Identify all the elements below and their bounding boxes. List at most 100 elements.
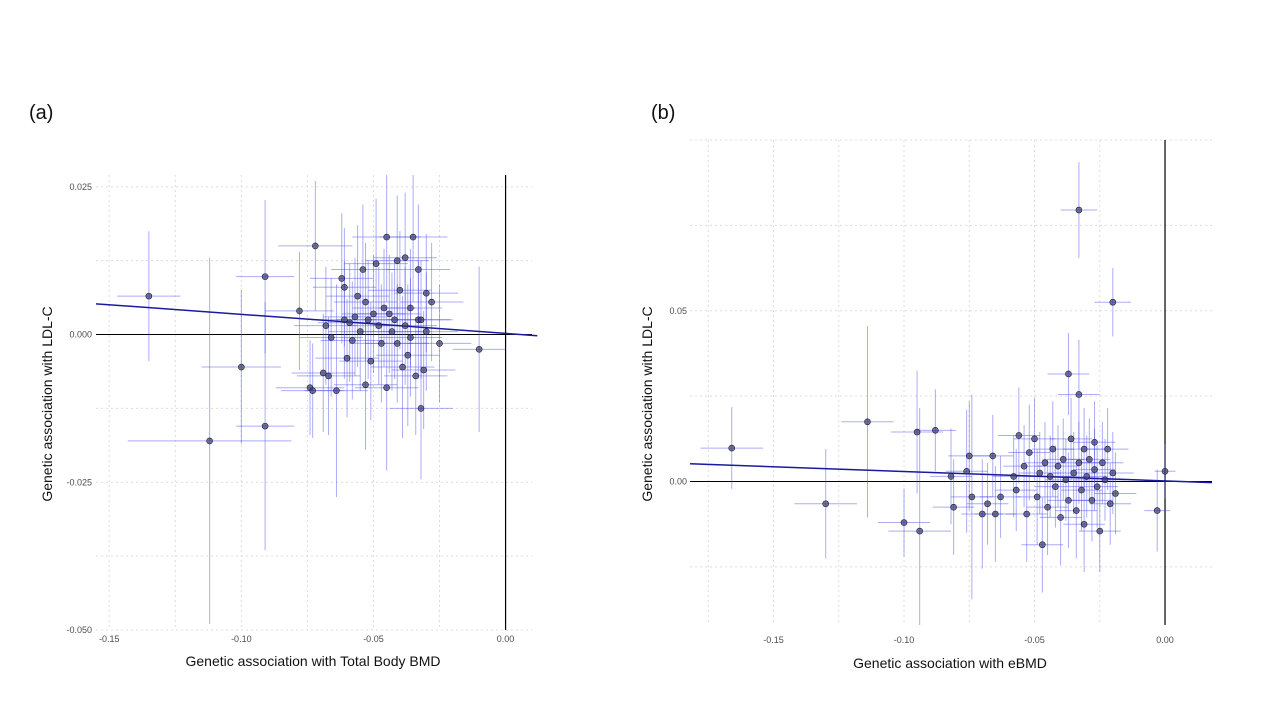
data-point <box>989 452 997 460</box>
panel-label-a: (a) <box>29 102 54 124</box>
data-point <box>997 493 1004 501</box>
y-tick-label: 0.00 <box>669 477 687 487</box>
data-points <box>728 206 1169 549</box>
x-tick-label: -0.15 <box>763 635 784 645</box>
data-point <box>913 428 921 436</box>
data-point <box>417 405 425 412</box>
data-point <box>206 437 213 445</box>
data-point <box>1036 469 1044 477</box>
data-point <box>417 316 425 324</box>
data-point <box>372 260 380 267</box>
data-point <box>404 351 412 359</box>
data-point <box>1054 462 1062 470</box>
data-point <box>1070 469 1077 477</box>
data-point <box>728 444 736 452</box>
data-point <box>407 334 414 341</box>
data-point <box>1091 466 1098 473</box>
data-point <box>349 337 356 344</box>
data-point <box>396 286 404 294</box>
data-point <box>1083 473 1091 480</box>
data-point <box>362 298 369 306</box>
data-point <box>261 422 269 430</box>
data-point <box>1020 462 1028 470</box>
data-point <box>916 527 923 535</box>
data-point <box>965 452 973 460</box>
data-point <box>475 346 483 353</box>
data-point <box>393 340 401 347</box>
data-point <box>1109 469 1117 477</box>
data-point <box>341 316 348 324</box>
data-point <box>1080 445 1088 453</box>
data-point <box>1023 510 1030 518</box>
data-point <box>343 354 351 362</box>
data-point <box>383 233 390 241</box>
data-point <box>1044 503 1051 511</box>
data-point <box>1057 514 1064 521</box>
data-point <box>423 289 430 297</box>
data-point <box>947 473 955 480</box>
x-tick-label: -0.05 <box>1024 635 1045 645</box>
data-point <box>391 316 398 324</box>
y-axis-title: Genetic association with LDL-C <box>39 306 55 501</box>
data-point <box>1080 520 1088 528</box>
y-tick-label: -0.050 <box>66 625 92 635</box>
data-point <box>415 266 422 273</box>
data-point <box>386 310 393 318</box>
data-point <box>399 363 406 371</box>
x-axis-title: Genetic association with eBMD <box>853 655 1047 671</box>
data-point <box>1062 476 1070 484</box>
data-point <box>367 357 375 365</box>
data-point <box>1065 370 1072 378</box>
data-point <box>401 322 409 329</box>
x-tick-label: 0.00 <box>497 634 515 644</box>
data-point <box>1067 435 1075 443</box>
y-axis-title: Genetic association with LDL-C <box>639 306 655 501</box>
data-point <box>950 503 957 511</box>
data-point <box>362 381 369 389</box>
y-tick-label: 0.000 <box>69 330 92 340</box>
data-point <box>412 372 420 380</box>
data-point <box>1075 459 1083 467</box>
data-point <box>963 468 970 475</box>
x-tick-label: 0.00 <box>1156 635 1174 645</box>
data-point <box>423 328 430 335</box>
data-point <box>420 366 427 374</box>
data-point <box>1075 391 1083 398</box>
y-tick-label: 0.05 <box>669 306 687 316</box>
error-bar <box>888 408 951 625</box>
data-point <box>356 328 364 335</box>
data-point <box>1015 432 1023 439</box>
data-point <box>1109 298 1117 306</box>
data-point <box>238 363 245 371</box>
data-point <box>1104 445 1111 453</box>
data-point <box>359 266 367 273</box>
data-point <box>1091 438 1098 446</box>
data-point <box>296 307 303 315</box>
data-point <box>1033 493 1041 501</box>
data-point <box>327 334 335 341</box>
y-tick-label: -0.025 <box>66 477 92 487</box>
data-point <box>1099 459 1106 467</box>
data-point <box>1046 473 1054 480</box>
data-point <box>968 493 976 501</box>
data-point <box>979 510 986 518</box>
data-point <box>375 322 383 329</box>
panel-label-b: (b) <box>651 102 676 124</box>
data-point <box>333 387 340 394</box>
grid <box>690 139 1212 625</box>
data-point <box>1072 507 1080 514</box>
data-point <box>341 283 348 291</box>
x-tick-label: -0.10 <box>894 635 915 645</box>
data-point <box>1010 473 1017 480</box>
data-point <box>1093 483 1101 490</box>
data-point <box>1026 449 1033 456</box>
data-point <box>1106 500 1114 508</box>
data-point <box>322 322 330 329</box>
data-point <box>1039 541 1046 549</box>
data-point <box>380 304 388 312</box>
data-point <box>984 500 991 508</box>
data-point <box>1041 459 1049 467</box>
data-point <box>351 313 359 321</box>
data-point <box>1112 490 1119 497</box>
